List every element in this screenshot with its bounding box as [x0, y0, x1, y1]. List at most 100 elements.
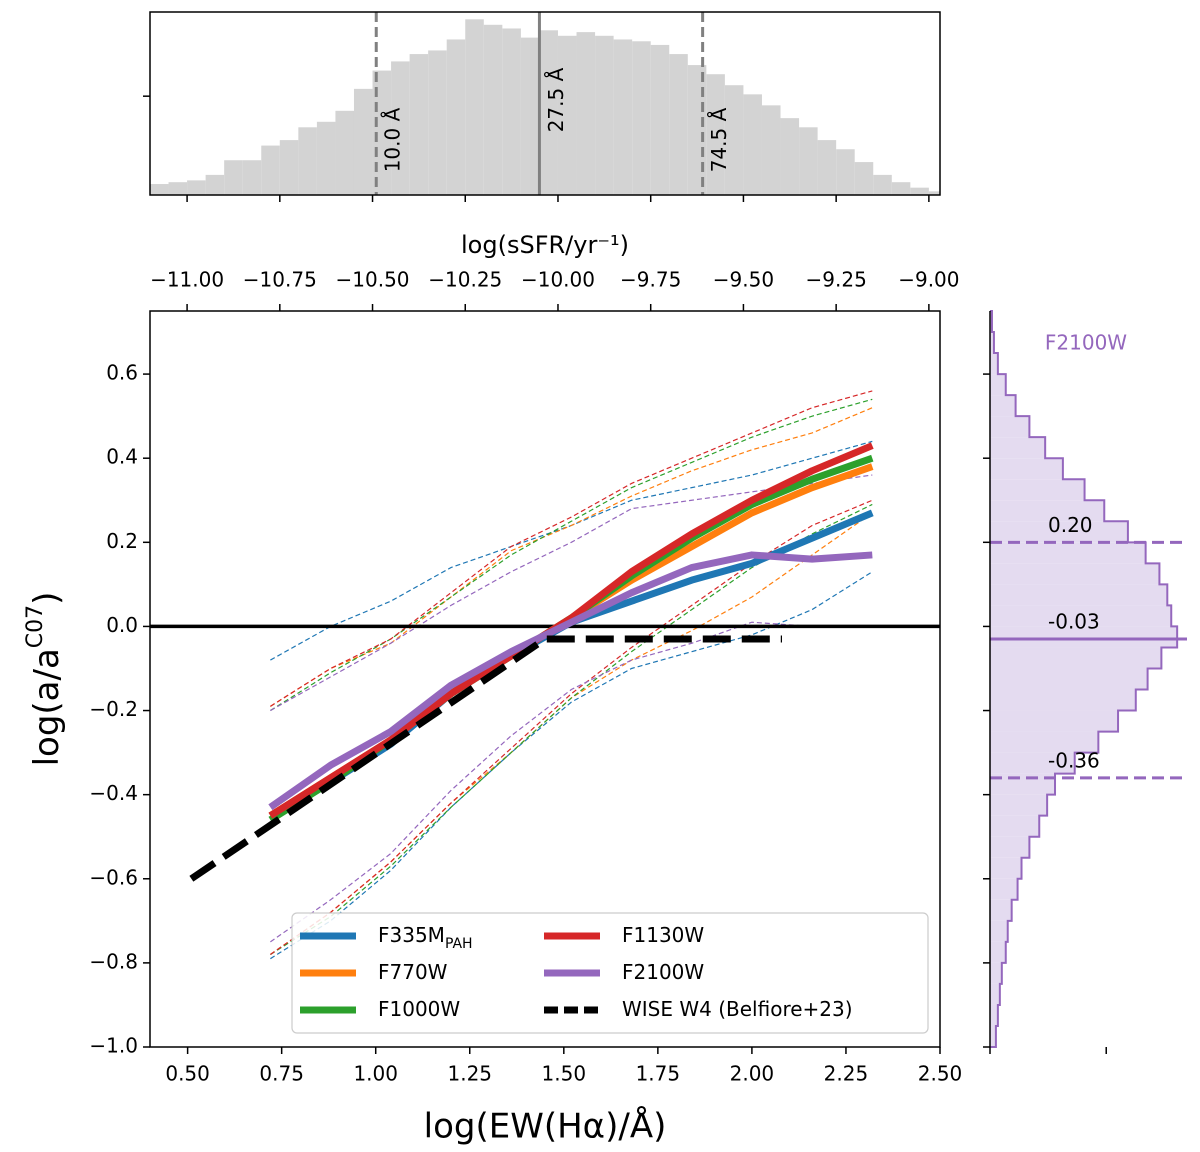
hline-label: 0.20: [1048, 513, 1093, 537]
hist-bar: [990, 500, 1105, 522]
percentile-line: [270, 621, 873, 943]
hist-bar: [990, 416, 1030, 438]
hist-bar: [724, 85, 744, 195]
hist-bar: [990, 710, 1119, 732]
y-tick-label: −0.8: [89, 949, 138, 973]
legend-label: F1130W: [622, 923, 704, 947]
hist-bar: [990, 689, 1136, 711]
hist-bar: [873, 174, 892, 195]
hist-bar: [990, 605, 1172, 627]
hist-bar: [261, 145, 280, 195]
hist-bar: [168, 182, 188, 195]
hist-bar: [187, 180, 206, 195]
hist-bar: [990, 332, 994, 354]
legend-label-name: F1000W: [378, 997, 460, 1021]
hist-bar: [891, 182, 911, 195]
hist-bar: [990, 857, 1022, 879]
hist-bar: [743, 94, 762, 195]
y-axis-label: log(a/aC07): [23, 592, 67, 767]
hist-bar: [990, 1004, 998, 1026]
panel-title: F2100W: [1045, 331, 1127, 355]
top-axis-label: log(sSFR/yr⁻¹): [461, 231, 629, 259]
hist-bar: [817, 140, 837, 195]
hist-bar: [687, 65, 707, 195]
legend-label: WISE W4 (Belfiore+23): [622, 997, 853, 1021]
hist-bar: [990, 773, 1056, 795]
hist-bar: [669, 54, 688, 195]
hist-bar: [465, 19, 484, 195]
hist-bar: [502, 28, 521, 195]
legend-label-name: F770W: [378, 960, 448, 984]
hist-bar: [990, 353, 998, 375]
y-tick-label: 0.0: [106, 613, 138, 637]
hist-bar: [990, 836, 1030, 858]
x-tick-label: 1.50: [542, 1062, 587, 1086]
hist-outline: [990, 310, 1179, 1048]
hist-bar: [990, 668, 1148, 690]
hist-bar: [557, 35, 577, 195]
hist-bar: [990, 626, 1178, 648]
legend-label: F2100W: [622, 960, 704, 984]
legend: F335MPAH F770W F1000W F1130W F2100W WISE W4 (…: [291, 912, 929, 1034]
legend-label: F770W: [378, 960, 448, 984]
x-tick-label: 2.50: [918, 1062, 963, 1086]
hist-bar: [990, 374, 1006, 396]
hist-bar: [799, 127, 818, 195]
hist-bar: [224, 160, 243, 195]
hline-label: -0.03: [1048, 610, 1100, 634]
hist-bar: [650, 44, 670, 195]
median-line: [268, 551, 873, 811]
y-tick-label: −0.4: [89, 781, 138, 805]
hist-bar: [990, 920, 1008, 942]
hist-bar: [279, 140, 299, 195]
axes-frame: [149, 11, 941, 196]
hist-bar: [836, 149, 855, 195]
y-axis-label-part: ): [27, 592, 67, 605]
percentile-line: [270, 398, 873, 712]
hist-bar: [990, 983, 1000, 1005]
hist-bar: [595, 35, 614, 195]
y-tick-label: 0.2: [106, 529, 138, 553]
top-x-tick-label: −10.25: [428, 268, 502, 292]
hist-bar: [854, 162, 874, 195]
hist-bar: [990, 542, 1146, 564]
hist-bar: [990, 563, 1160, 585]
percentile-line: [270, 499, 873, 955]
hist-bar: [928, 191, 940, 195]
hist-bar: [780, 118, 800, 195]
hist-bar: [990, 395, 1016, 417]
hist-bar: [335, 110, 354, 195]
x-tick-label: 1.00: [353, 1062, 398, 1086]
hist-bar: [706, 74, 725, 195]
hist-bar: [990, 458, 1063, 480]
y-tick-label: −0.6: [89, 865, 138, 889]
hist-bar: [990, 479, 1085, 501]
hist-bar: [990, 815, 1040, 837]
hist-bar: [990, 731, 1099, 753]
x-tick-label: 0.50: [165, 1062, 210, 1086]
top-x-tick-label: −9.25: [806, 268, 867, 292]
hist-bar: [446, 39, 466, 195]
hline-label: -0.36: [1048, 748, 1100, 772]
top-x-tick-label: −9.75: [620, 268, 681, 292]
hist-bar: [483, 24, 503, 195]
hist-bar: [761, 105, 781, 195]
percentile-line: [270, 474, 873, 712]
legend-label-name: F2100W: [622, 960, 704, 984]
hist-bar: [242, 160, 262, 195]
hist-bar: [298, 127, 317, 195]
legend-label: F1000W: [378, 997, 460, 1021]
vline-label: 27.5 Å: [544, 67, 568, 132]
hist-bar: [990, 584, 1168, 606]
x-tick-label: 1.75: [636, 1062, 681, 1086]
hist-bar: [576, 32, 596, 195]
hist-bar: [391, 61, 410, 195]
hist-bar: [910, 187, 929, 195]
hist-bar: [990, 962, 1002, 984]
hist-bar: [613, 39, 633, 195]
y-tick-label: −1.0: [89, 1034, 138, 1058]
vline-label: 74.5 Å: [707, 107, 731, 172]
hist-bar: [990, 1025, 996, 1047]
x-tick-label: 0.75: [259, 1062, 304, 1086]
y-tick-label: 0.4: [106, 445, 138, 469]
